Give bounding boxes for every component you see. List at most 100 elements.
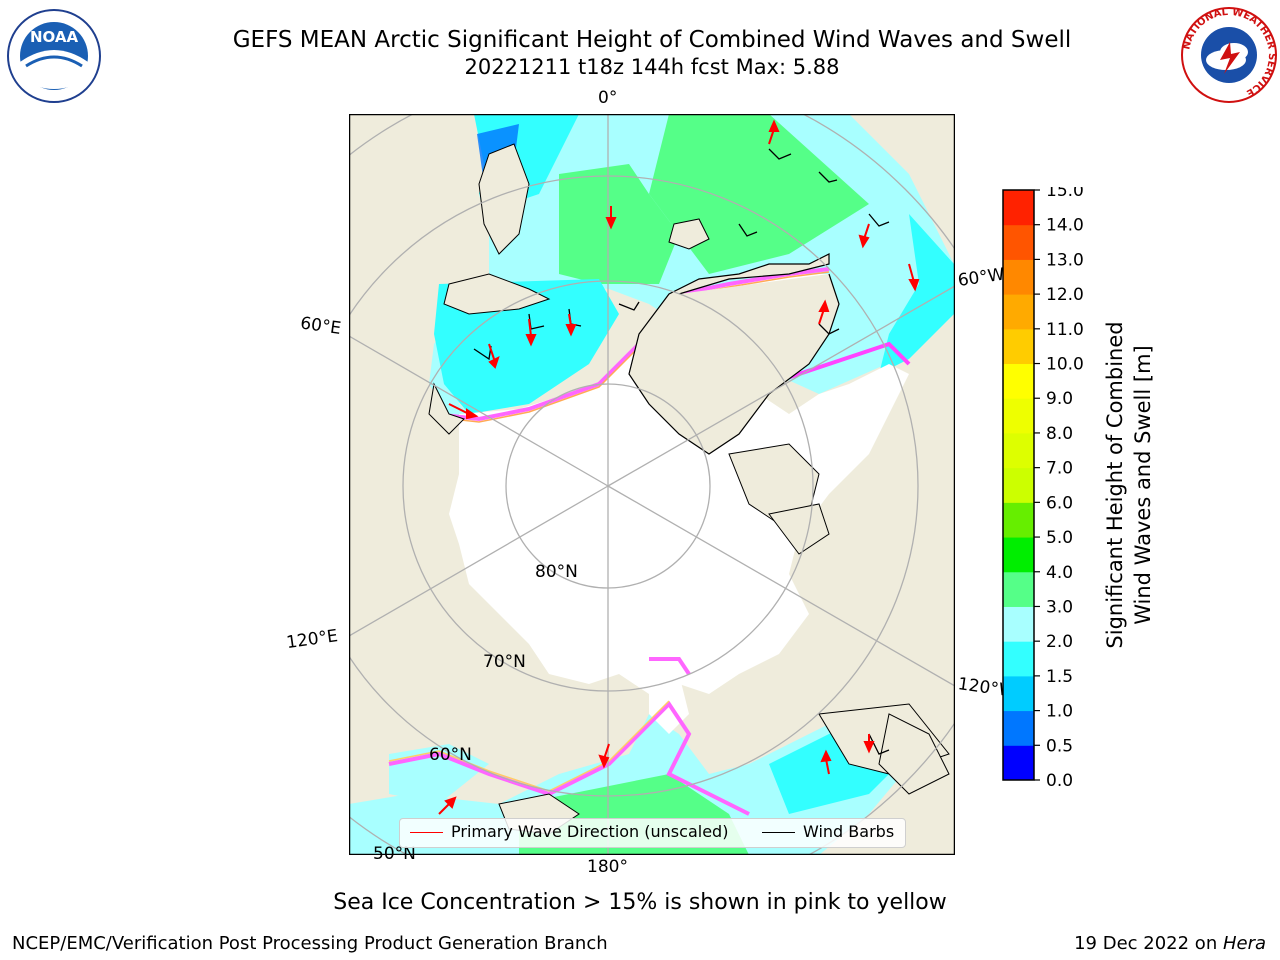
colorbar-segment [1003, 710, 1034, 746]
colorbar-segment [1003, 641, 1034, 677]
wave-arrow-head [858, 234, 870, 249]
wind-barb [868, 733, 890, 755]
colorbar-segment [1003, 190, 1034, 226]
colorbar-tick-label: 1.0 [1046, 702, 1073, 722]
colorbar-tick-label: 12.0 [1046, 285, 1084, 305]
wave-arrow-head [488, 356, 500, 369]
greenland [628, 253, 840, 455]
wave-arrow-head [525, 334, 537, 347]
legend-red-line [410, 832, 443, 833]
ice-edge-bering [388, 700, 750, 816]
ice-edge-bering-inner [388, 700, 670, 792]
sea-ice [449, 274, 909, 694]
colorbar-segment [1003, 259, 1034, 295]
lat-label-70n: 70°N [483, 652, 526, 672]
lon-label-0: 0° [598, 88, 618, 108]
colorbar-tick-label: 7.0 [1046, 459, 1073, 479]
polar-map [349, 114, 955, 855]
colorbar-segment [1003, 398, 1034, 434]
wave-arrow-head [466, 408, 479, 420]
wave-arrow-head [565, 324, 577, 337]
colorbar-tick-label: 0.0 [1046, 771, 1073, 791]
lat-label-60n: 60°N [429, 745, 472, 765]
legend-label: Primary Wave Direction (unscaled) [451, 822, 729, 841]
ocean-baffin [879, 214, 954, 374]
org-credit: NCEP/EMC/Verification Post Processing Pr… [12, 933, 608, 954]
colorbar-segment [1003, 294, 1034, 330]
colorbar-segment [1003, 467, 1034, 503]
lon-label-60e: 60°E [299, 313, 343, 339]
colorbar-tick-label: 15.0 [1046, 187, 1084, 201]
wave-arrow [825, 758, 830, 775]
colorbar-segment [1003, 328, 1034, 365]
legend-label: Wind Barbs [803, 822, 895, 841]
wave-arrow [438, 803, 450, 815]
colorbar-segment [1003, 224, 1034, 260]
legend-black-line [762, 832, 795, 833]
wave-arrow-head [444, 796, 457, 809]
lon-label-120e: 120°E [285, 626, 340, 654]
colorbar-segment [1003, 571, 1034, 607]
colorbar-tick-label: 10.0 [1046, 355, 1084, 375]
lon-label-180: 180° [587, 857, 628, 877]
meridian-60w [607, 285, 955, 487]
noaa-logo: NOAA [7, 9, 101, 103]
colorbar-segment [1003, 502, 1034, 538]
map-frame [349, 114, 955, 855]
colorbar-tick-label: 11.0 [1046, 320, 1084, 340]
meridian-60e [349, 335, 609, 487]
colorbar-tick-label: 6.0 [1046, 493, 1073, 513]
colorbar-tick-label: 5.0 [1046, 528, 1073, 548]
colorbar-tick-label: 8.0 [1046, 424, 1073, 444]
wave-direction-arrows [438, 119, 920, 815]
legend-item-wave-direction: Primary Wave Direction (unscaled) [410, 822, 728, 841]
meridian-120w [607, 485, 955, 687]
colorbar-tick-label: 0.5 [1046, 736, 1073, 756]
colorbar-segment [1003, 745, 1034, 781]
lon-label-60w: 60°W [956, 264, 1006, 291]
noaa-logo-text: NOAA [30, 28, 79, 46]
novaya-zemlya [428, 382, 465, 435]
colorbar-frame [1002, 189, 1035, 781]
wave-arrow [488, 343, 495, 360]
ice-edge-chukchi [649, 657, 691, 676]
canadian-island [768, 503, 830, 555]
wave-arrow-head [863, 741, 875, 754]
run-date-text: 19 Dec 2022 on [1074, 933, 1223, 954]
colorbar-segment [1003, 363, 1034, 399]
national-weather-service-logo: NATIONAL WEATHER SERVICE [1181, 7, 1277, 103]
iceland [668, 218, 710, 250]
colorbar-tick-label: 3.0 [1046, 597, 1073, 617]
colorbar-tick-label: 2.0 [1046, 632, 1073, 652]
colorbar-segment [1003, 606, 1034, 642]
wave-arrow [528, 318, 532, 337]
wind-barb [818, 323, 840, 335]
colorbar-tick-label: 14.0 [1046, 216, 1084, 236]
colorbar-tick-label: 4.0 [1046, 563, 1073, 583]
wave-arrow-head [908, 279, 920, 292]
colorbar-tick-label: 9.0 [1046, 389, 1073, 409]
colorbar: 0.0 0.5 1.0 1.5 2.0 3.0 4.0 5.0 6.0 7.0 8.0 9.0 10.0… [1002, 187, 1155, 791]
wave-arrow-head [818, 299, 830, 312]
scandinavia-island [478, 143, 530, 255]
meridian-120e [349, 485, 609, 637]
chart-subtitle: 20221211 t18z 144h fcst Max: 5.88 [464, 55, 840, 79]
chart-title: GEFS MEAN Arctic Significant Height of C… [232, 27, 1072, 53]
wind-barb [868, 213, 890, 227]
wave-arrow-head [768, 119, 780, 132]
wind-barb [738, 223, 758, 237]
sea-ice-note: Sea Ice Concentration > 15% is shown in … [333, 890, 947, 915]
colorbar-tick-label: 13.0 [1046, 250, 1084, 270]
colorbar-label: Significant Height of Combined [1103, 321, 1127, 648]
wave-arrow [448, 403, 470, 415]
wind-barb [818, 171, 838, 183]
svalbard [443, 273, 551, 315]
colorbar-tick-label: 1.5 [1046, 667, 1073, 687]
machine-name: Hera [1222, 933, 1266, 954]
graticule [349, 114, 955, 855]
map-legend: Primary Wave Direction (unscaled) Wind B… [399, 818, 906, 848]
alaska-peninsula [878, 713, 950, 795]
colorbar-label: Wind Waves and Swell [m] [1131, 345, 1155, 625]
wave-arrow-head [820, 749, 832, 763]
colorbar-segment [1003, 675, 1034, 712]
